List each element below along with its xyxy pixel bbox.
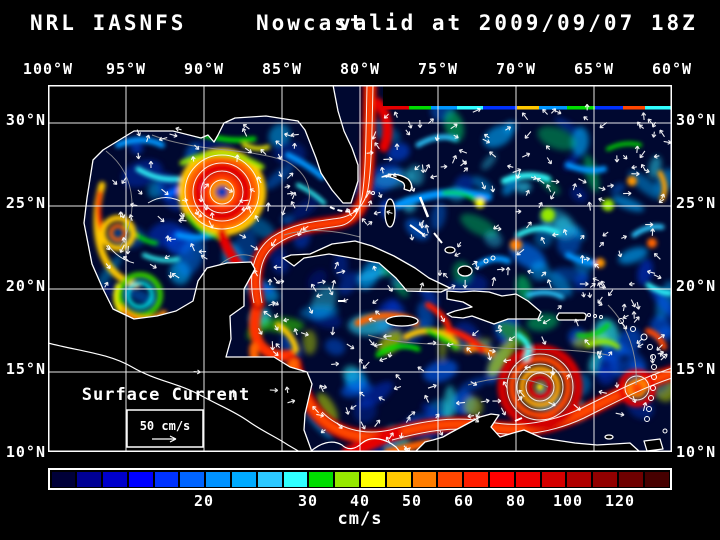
lat-label: 20°N bbox=[5, 277, 46, 295]
vector-arrows-layer bbox=[104, 103, 672, 453]
lat-label: 10°N bbox=[676, 443, 717, 461]
lat-label: 10°N bbox=[5, 443, 46, 461]
colorbar bbox=[48, 468, 672, 490]
colorbar-cell bbox=[232, 471, 256, 487]
colorbar-cell bbox=[567, 471, 592, 487]
colorbar-cell bbox=[464, 471, 489, 487]
lon-label: 90°W bbox=[183, 60, 225, 78]
colorbar-cell bbox=[386, 471, 411, 487]
colorbar-cell bbox=[490, 471, 514, 487]
colorbar-tick: 50 bbox=[401, 492, 423, 510]
pacific-coastline bbox=[47, 342, 401, 453]
scale-arrow-icon bbox=[152, 435, 177, 443]
lat-label: 30°N bbox=[5, 111, 46, 129]
colorbar-cell bbox=[154, 471, 179, 487]
lon-label: 65°W bbox=[573, 60, 615, 78]
colorbar-tick: 20 bbox=[193, 492, 215, 510]
islands-bahamas bbox=[381, 173, 413, 192]
lon-label: 85°W bbox=[261, 60, 303, 78]
title-valid: valid at 2009/09/07 18Z bbox=[338, 11, 698, 35]
colorbar-cell bbox=[361, 471, 385, 487]
colorbar-cell bbox=[51, 471, 76, 487]
colorbar-cell bbox=[77, 471, 102, 487]
data-edge-strip bbox=[383, 106, 672, 110]
colorbar-ticks: 20 30 40 50 60 80 100 120 bbox=[48, 492, 672, 510]
lat-label: 30°N bbox=[676, 111, 717, 129]
lat-label: 15°N bbox=[5, 360, 46, 378]
colorbar-tick: 100 bbox=[552, 492, 584, 510]
lat-label: 25°N bbox=[5, 194, 46, 212]
colorbar-tick: 40 bbox=[349, 492, 371, 510]
colorbar-cell bbox=[309, 471, 334, 487]
colorbar-cell bbox=[515, 471, 540, 487]
colorbar-cell bbox=[438, 471, 463, 487]
colorbar-cell bbox=[128, 471, 153, 487]
graticule bbox=[48, 85, 672, 452]
island-puerto-rico bbox=[556, 312, 587, 321]
colorbar-tick: 60 bbox=[453, 492, 475, 510]
title-model: NRL IASNFS bbox=[30, 11, 187, 35]
scale-label: 50 cm/s bbox=[140, 419, 191, 433]
scale-box: 50 cm/s bbox=[126, 409, 204, 448]
colorbar-unit: cm/s bbox=[337, 509, 383, 529]
colorbar-cell bbox=[103, 471, 127, 487]
map-svg: Surface Current 50 cm/s bbox=[47, 78, 680, 465]
colorbar-tick: 80 bbox=[505, 492, 527, 510]
colorbar-tick: 120 bbox=[604, 492, 636, 510]
lon-label: 60°W bbox=[651, 60, 693, 78]
lat-label: 20°N bbox=[676, 277, 717, 295]
island-hispaniola bbox=[446, 290, 542, 325]
lat-label: 15°N bbox=[676, 360, 717, 378]
lon-label: 95°W bbox=[105, 60, 147, 78]
colorbar-cell bbox=[619, 471, 643, 487]
colorbar-cell bbox=[335, 471, 360, 487]
colorbar-cell bbox=[257, 471, 282, 487]
island-jamaica bbox=[385, 315, 419, 327]
no-data-region bbox=[383, 85, 672, 106]
land-south-america bbox=[414, 413, 641, 453]
island-margarita bbox=[604, 434, 614, 440]
small-islands-layer bbox=[329, 191, 668, 434]
lat-label: 25°N bbox=[676, 194, 717, 212]
island-trinidad bbox=[643, 438, 664, 452]
colorbar-tick: 30 bbox=[297, 492, 319, 510]
lon-label: 70°W bbox=[495, 60, 537, 78]
lon-label: 80°W bbox=[339, 60, 381, 78]
lon-label: 100°W bbox=[22, 60, 74, 78]
map-frame bbox=[48, 85, 672, 452]
field-label: Surface Current bbox=[82, 385, 251, 405]
colorbar-cell bbox=[593, 471, 618, 487]
colorbar-cell bbox=[206, 471, 231, 487]
colorbar-cell bbox=[644, 471, 669, 487]
colorbar-cell bbox=[283, 471, 308, 487]
title-runtype: Nowcast bbox=[256, 11, 366, 35]
colorbar-cell bbox=[541, 471, 566, 487]
colorbar-cell bbox=[412, 471, 437, 487]
lon-label: 75°W bbox=[417, 60, 459, 78]
colorbar-cell bbox=[180, 471, 205, 487]
current-speed-map: Surface Current 50 cm/s bbox=[47, 78, 680, 465]
